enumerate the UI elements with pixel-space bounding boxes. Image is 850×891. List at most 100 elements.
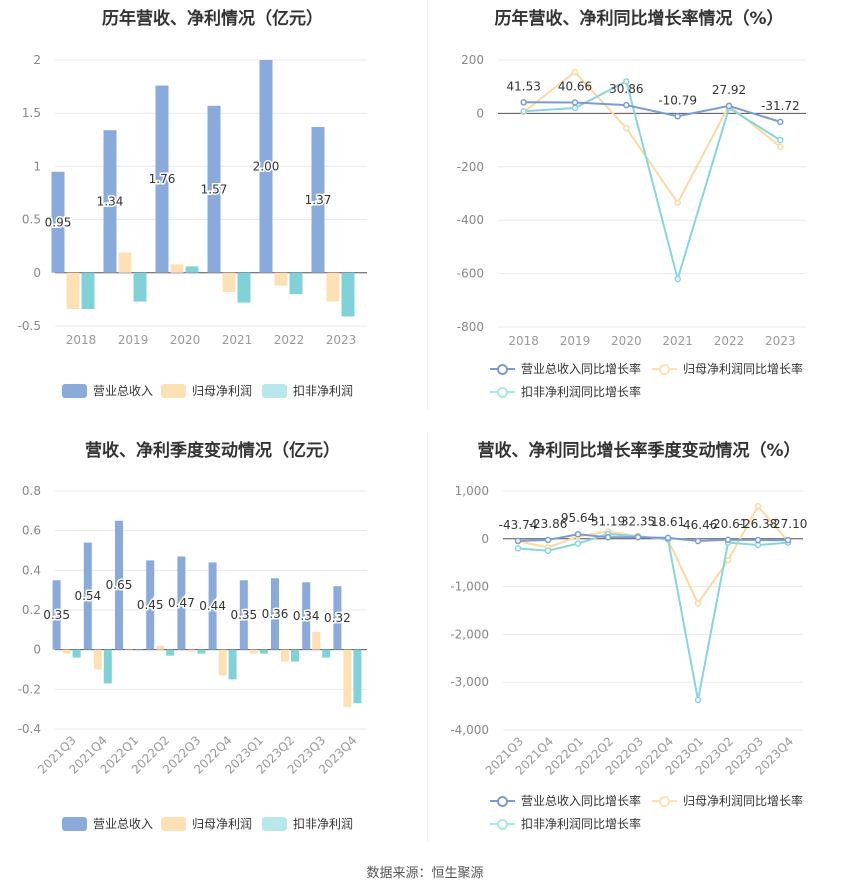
legend-item-revenue-growth[interactable]: 营业总收入同比增长率 — [490, 360, 641, 377]
data-label: -27.10 — [769, 517, 808, 531]
bar-revenue — [51, 171, 65, 273]
legend-label: 归母净利润同比增长率 — [683, 362, 804, 376]
line-revenue-growth — [517, 533, 789, 543]
bar-revenue — [207, 105, 221, 273]
legend-item-net-growth[interactable]: 归母净利润同比增长率 — [652, 360, 803, 377]
x-tick-label: 2022 — [714, 334, 745, 348]
data-label: 40.66 — [558, 80, 592, 94]
data-label: 0.35 — [230, 608, 257, 622]
bar-revenue — [52, 580, 61, 650]
x-tick-label: 2023 — [326, 333, 357, 347]
data-label: -31.72 — [761, 99, 800, 113]
data-point — [724, 557, 732, 564]
bar-deducted-profit — [237, 272, 251, 303]
bar-deducted-profit — [259, 649, 268, 654]
x-tick-label: 2022 — [274, 333, 305, 347]
legend-item-deducted-profit[interactable]: 扣非净利润 — [262, 815, 353, 832]
y-tick-label: -200 — [457, 160, 484, 174]
bar-revenue — [103, 130, 117, 273]
bar-net-profit — [222, 272, 236, 292]
legend-swatch — [652, 794, 677, 808]
legend-swatch — [490, 817, 515, 831]
divider — [427, 432, 428, 842]
chart-panel-quarterly-revenue: 营收、净利季度变动情况（亿元） 0.8 0.6 0.4 0.2 0 -0.2 -0.4 202… — [0, 432, 425, 842]
data-point — [694, 696, 702, 704]
x-tick-label: 2019 — [118, 333, 149, 347]
legend-label: 营业总收入同比增长率 — [521, 794, 642, 808]
y-tick-label: -2,000 — [450, 627, 489, 641]
x-tick-label: 2020 — [170, 333, 201, 347]
bar-revenue — [208, 562, 217, 650]
bar-net-profit — [93, 649, 102, 670]
data-label: 32.35 — [621, 514, 655, 528]
data-point — [514, 537, 522, 545]
legend: 营业总收入 归母净利润 扣非净利润 — [0, 815, 425, 835]
bar-deducted-profit — [228, 649, 237, 680]
legend-label: 扣非净利润 — [293, 384, 354, 398]
x-tick-label: 2019 — [560, 334, 591, 348]
data-point — [623, 124, 630, 132]
legend-item-revenue-growth[interactable]: 营业总收入同比增长率 — [490, 792, 641, 809]
data-point — [574, 530, 582, 538]
legend-item-deducted-profit[interactable]: 扣非净利润 — [262, 382, 353, 399]
legend-item-revenue[interactable]: 营业总收入 — [62, 815, 153, 832]
bar-revenue — [146, 560, 155, 650]
legend: 营业总收入 归母净利润 扣非净利润 — [0, 382, 425, 402]
data-point — [544, 536, 552, 544]
data-point — [623, 101, 630, 109]
data-label: 0.35 — [43, 608, 70, 622]
legend-swatch — [161, 816, 186, 831]
line-deducted-growth — [523, 79, 781, 283]
legend-item-deducted-growth[interactable]: 扣非净利润同比增长率 — [490, 815, 641, 832]
bar-net-profit — [156, 645, 165, 650]
legend-label: 扣非净利润同比增长率 — [521, 385, 642, 399]
legend-item-net-profit[interactable]: 归母净利润 — [161, 815, 252, 832]
y-tick-label: -3,000 — [450, 675, 489, 689]
data-label: 30.86 — [609, 82, 643, 96]
data-label: 1.37 — [305, 193, 332, 207]
legend-item-net-growth[interactable]: 归母净利润同比增长率 — [652, 792, 803, 809]
bar-deducted-profit — [291, 649, 299, 662]
annual-revenue-chart: 2 1.5 1 0.5 0 -0.5 2018 2019 2020 2021 2022 2023 0.9… — [18, 53, 367, 347]
bar-net-profit — [343, 649, 352, 708]
legend-item-deducted-growth[interactable]: 扣非净利润同比增长率 — [490, 383, 641, 400]
bar-deducted-profit — [289, 272, 303, 295]
y-tick-label: 0.4 — [22, 563, 41, 577]
data-point — [754, 503, 762, 510]
bar-deducted-profit — [353, 649, 362, 704]
data-label: 1.57 — [201, 182, 228, 196]
chart-panel-annual-revenue: 历年营收、净利情况（亿元） 2 1.5 1 0.5 0 -0.5 2018 2019 2020 2… — [0, 0, 425, 410]
data-point — [574, 540, 582, 547]
chart-title: 营收、净利同比增长率季度变动情况（%） — [477, 441, 801, 461]
data-point — [571, 68, 579, 76]
y-tick-label: 0.6 — [22, 524, 41, 538]
data-label: -43.74 — [499, 518, 538, 532]
bar-deducted-profit — [185, 266, 199, 273]
legend-swatch — [62, 816, 87, 831]
bar-revenue — [333, 586, 342, 650]
x-tick-label: 2023 — [765, 334, 796, 348]
data-point — [777, 136, 784, 144]
legend-item-revenue[interactable]: 营业总收入 — [62, 382, 153, 399]
bar-net-profit — [326, 272, 340, 302]
data-point — [674, 275, 681, 283]
data-label: -23.86 — [529, 517, 568, 531]
data-point — [520, 108, 527, 115]
bar-deducted-profit — [341, 272, 355, 317]
bar-net-profit — [274, 272, 288, 286]
chart-title: 历年营收、净利情况（亿元） — [102, 9, 323, 29]
chart-panel-annual-growth: 历年营收、净利同比增长率情况（%） 200 0 -200 -400 -600 -800 20… — [428, 0, 850, 410]
x-tick-label: 2021 — [222, 333, 253, 347]
y-tick-label: 0.2 — [22, 603, 41, 617]
data-label: 2.00 — [253, 159, 280, 173]
bar-deducted-profit — [197, 649, 206, 654]
y-tick-label: 0 — [476, 106, 484, 120]
legend-label: 营业总收入 — [93, 817, 154, 831]
data-label: 0.47 — [168, 596, 195, 610]
bar-revenue — [239, 580, 248, 650]
legend-item-net-profit[interactable]: 归母净利润 — [161, 382, 252, 399]
data-point — [634, 534, 642, 541]
data-point — [694, 600, 702, 607]
bar-net-profit — [62, 649, 71, 654]
bar-net-profit — [125, 649, 133, 651]
